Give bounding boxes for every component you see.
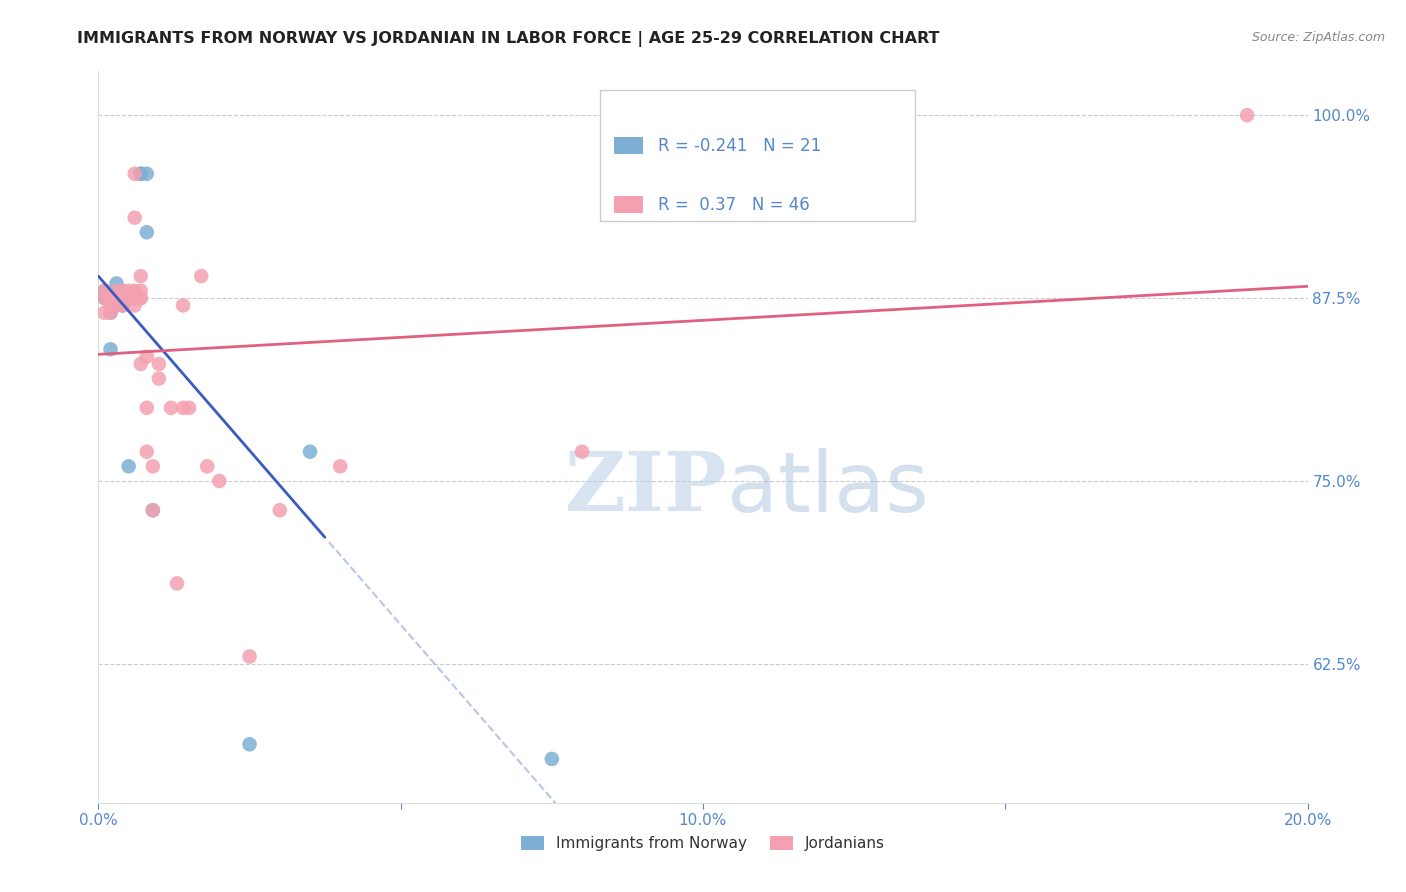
Point: [129, 291, 152, 305]
FancyBboxPatch shape: [613, 136, 643, 154]
Point: [135, 444, 157, 458]
Point: [129, 357, 152, 371]
Point: [118, 459, 141, 474]
Point: [100, 306, 122, 320]
Point: [124, 291, 146, 305]
Point: [129, 284, 152, 298]
Point: [208, 474, 231, 488]
Point: [100, 291, 122, 305]
Point: [93, 306, 115, 320]
Text: ZIP: ZIP: [565, 449, 727, 528]
FancyBboxPatch shape: [600, 90, 915, 221]
Point: [166, 576, 188, 591]
Point: [105, 291, 128, 305]
Legend: Immigrants from Norway, Jordanians: Immigrants from Norway, Jordanians: [515, 830, 891, 857]
Point: [100, 306, 122, 320]
Point: [93, 284, 115, 298]
Point: [118, 291, 141, 305]
Point: [239, 649, 262, 664]
Point: [105, 284, 128, 298]
Point: [129, 291, 152, 305]
Point: [142, 503, 165, 517]
Point: [105, 277, 128, 291]
Point: [1236, 108, 1258, 122]
Point: [111, 298, 134, 312]
Text: atlas: atlas: [727, 448, 929, 529]
Point: [105, 291, 128, 305]
Point: [195, 459, 218, 474]
Point: [105, 298, 128, 312]
Point: [190, 269, 212, 284]
Point: [571, 444, 593, 458]
Point: [135, 350, 157, 364]
Point: [142, 459, 165, 474]
Point: [124, 211, 146, 225]
Point: [105, 298, 128, 312]
Point: [172, 298, 194, 312]
Point: [100, 343, 122, 357]
Text: R =  0.37   N = 46: R = 0.37 N = 46: [658, 195, 810, 214]
Point: [124, 284, 146, 298]
Point: [299, 444, 322, 458]
Point: [111, 291, 134, 305]
Point: [172, 401, 194, 415]
Point: [129, 167, 152, 181]
Point: [540, 752, 562, 766]
Point: [118, 291, 141, 305]
Point: [111, 298, 134, 312]
Point: [142, 503, 165, 517]
Point: [135, 167, 157, 181]
Point: [100, 298, 122, 312]
Point: [124, 298, 146, 312]
Point: [148, 357, 170, 371]
Point: [135, 225, 157, 239]
Point: [118, 291, 141, 305]
Point: [129, 167, 152, 181]
FancyBboxPatch shape: [613, 196, 643, 213]
Point: [129, 269, 152, 284]
Point: [105, 291, 128, 305]
Point: [111, 284, 134, 298]
Point: [105, 284, 128, 298]
Point: [124, 291, 146, 305]
Point: [148, 371, 170, 385]
Point: [118, 284, 141, 298]
Point: [329, 459, 352, 474]
Point: [111, 284, 134, 298]
Text: IMMIGRANTS FROM NORWAY VS JORDANIAN IN LABOR FORCE | AGE 25-29 CORRELATION CHART: IMMIGRANTS FROM NORWAY VS JORDANIAN IN L…: [77, 31, 939, 47]
Point: [135, 401, 157, 415]
Point: [239, 737, 262, 751]
Text: Source: ZipAtlas.com: Source: ZipAtlas.com: [1251, 31, 1385, 45]
Text: R = -0.241   N = 21: R = -0.241 N = 21: [658, 136, 821, 154]
Point: [160, 401, 183, 415]
Point: [93, 291, 115, 305]
Point: [93, 291, 115, 305]
Point: [124, 167, 146, 181]
Point: [93, 284, 115, 298]
Point: [269, 503, 291, 517]
Point: [179, 401, 201, 415]
